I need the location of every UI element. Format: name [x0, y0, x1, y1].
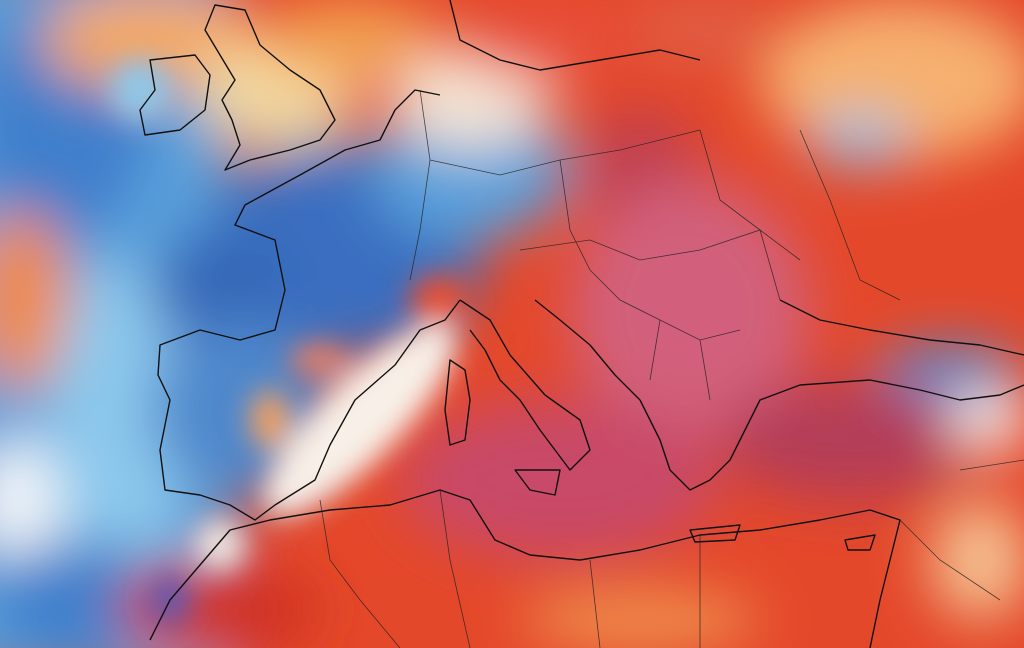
- italy: [459, 299, 641, 471]
- field-details: [110, 60, 470, 625]
- great-britain: [204, 4, 336, 171]
- crete: [689, 524, 741, 543]
- balkans-coast: [639, 379, 1024, 491]
- sardinia-corsica: [444, 359, 471, 446]
- baltic-coast: [449, 0, 701, 71]
- sicily: [514, 469, 561, 496]
- black-sea: [779, 299, 1024, 356]
- ireland: [139, 54, 211, 136]
- border-lines: [319, 89, 1024, 648]
- west-europe-coast: [157, 89, 461, 521]
- cyprus: [844, 534, 876, 551]
- borders: [319, 89, 1024, 648]
- coastlines: [139, 0, 1024, 648]
- north-africa: [149, 489, 901, 648]
